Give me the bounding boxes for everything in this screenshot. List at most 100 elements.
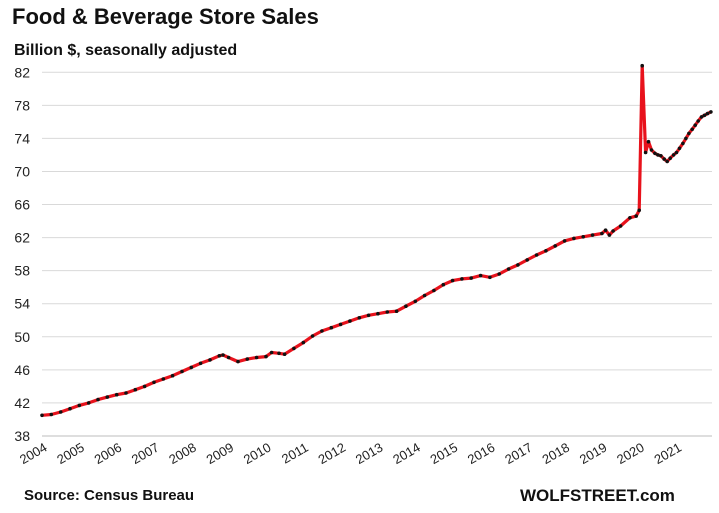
y-tick-label: 46 (14, 362, 30, 378)
y-tick-label: 42 (14, 395, 30, 411)
y-tick-label: 78 (14, 97, 30, 113)
data-point (572, 236, 576, 241)
data-point (450, 278, 455, 283)
data-point (600, 231, 604, 236)
data-point (643, 150, 648, 155)
data-point (105, 395, 110, 399)
y-tick-label: 74 (14, 130, 30, 146)
data-point (254, 355, 259, 360)
data-point (534, 253, 539, 257)
data-point (198, 361, 203, 366)
data-point (662, 157, 666, 161)
data-point (628, 216, 632, 220)
data-point (357, 316, 362, 320)
data-point (581, 235, 585, 239)
data-point (562, 239, 567, 243)
x-tick-label: 2010 (241, 440, 274, 467)
data-point (68, 406, 72, 411)
data-point (488, 275, 492, 280)
series-line (41, 64, 712, 417)
y-tick-label: 58 (14, 263, 30, 279)
data-point (590, 233, 595, 237)
data-point (86, 401, 91, 405)
data-point (665, 159, 669, 164)
data-point (226, 355, 231, 360)
y-axis-ticks: 38 42 46 50 54 58 62 66 70 74 78 82 (14, 64, 30, 444)
data-point (649, 148, 654, 152)
data-point (282, 352, 287, 357)
y-tick-label: 82 (14, 64, 30, 80)
data-point (49, 412, 54, 417)
x-tick-label: 2012 (316, 440, 349, 467)
data-point (170, 373, 175, 378)
data-point (277, 351, 281, 356)
data-point (432, 288, 436, 293)
x-tick-label: 2009 (204, 440, 237, 467)
publisher-brand: WOLFSTREET.com (520, 486, 675, 505)
data-point (133, 387, 138, 392)
data-point (152, 380, 156, 385)
data-point (208, 358, 212, 362)
data-point (497, 272, 502, 276)
data-point (40, 413, 44, 418)
x-tick-label: 2013 (353, 440, 386, 467)
data-point (674, 150, 679, 155)
x-tick-label: 2019 (577, 440, 610, 467)
x-axis-ticks: 2004 2005 2006 2007 2008 2009 2010 2011 2012 2013… (17, 440, 684, 467)
data-point (553, 244, 557, 248)
data-point (394, 309, 399, 314)
data-point (338, 322, 343, 327)
data-point (221, 353, 225, 357)
data-point (525, 258, 529, 262)
data-point (96, 397, 100, 402)
data-point (646, 139, 651, 144)
source-note: Source: Census Bureau (24, 487, 195, 504)
data-point (142, 384, 147, 389)
y-tick-label: 54 (14, 296, 30, 312)
y-tick-label: 62 (14, 230, 30, 246)
data-point (656, 153, 660, 157)
x-tick-label: 2020 (614, 440, 647, 467)
data-point (320, 329, 324, 333)
data-point (441, 282, 446, 287)
data-point (404, 304, 408, 309)
x-tick-label: 2016 (465, 440, 498, 467)
data-point (58, 410, 63, 414)
data-point (161, 377, 166, 381)
data-point (189, 365, 194, 370)
data-point (640, 63, 644, 68)
data-point (217, 354, 222, 358)
data-point (348, 319, 352, 323)
data-point (603, 228, 608, 232)
data-point (506, 267, 511, 271)
data-point (329, 325, 334, 330)
x-tick-label: 2017 (502, 440, 535, 467)
data-point (637, 208, 641, 213)
data-point (544, 249, 548, 253)
data-point (677, 146, 682, 151)
data-point (77, 403, 82, 408)
data-point (668, 156, 672, 160)
data-point (653, 151, 657, 156)
x-tick-label: 2008 (166, 440, 199, 467)
x-tick-label: 2021 (651, 440, 684, 467)
data-point (376, 311, 380, 316)
data-point (709, 110, 713, 114)
y-tick-label: 66 (14, 197, 30, 213)
data-point (684, 136, 688, 141)
data-point (413, 299, 418, 304)
data-point (699, 115, 704, 119)
series-food-beverage-sales (40, 63, 713, 418)
data-point (469, 276, 474, 280)
data-point (180, 369, 184, 374)
data-point (292, 346, 296, 351)
data-point (385, 310, 390, 314)
x-tick-label: 2018 (540, 440, 573, 467)
gridlines (42, 71, 712, 437)
data-point (301, 340, 306, 345)
y-tick-label: 70 (14, 163, 30, 179)
data-point (693, 123, 697, 127)
y-tick-label: 50 (14, 329, 30, 345)
data-point (659, 154, 663, 158)
